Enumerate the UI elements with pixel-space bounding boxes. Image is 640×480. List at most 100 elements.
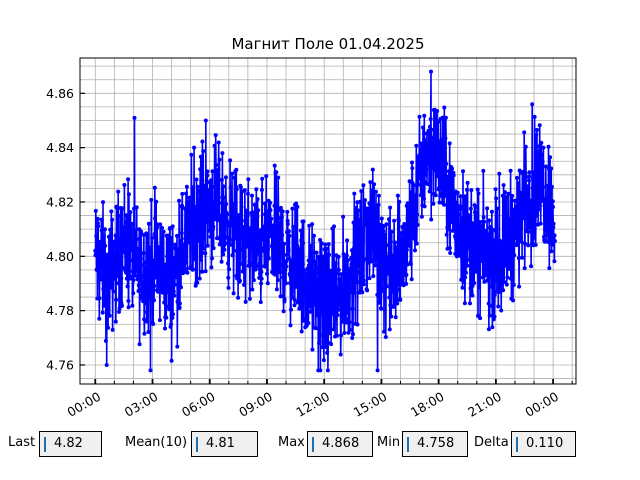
data-point	[338, 352, 343, 357]
data-point	[393, 315, 398, 320]
data-point	[94, 234, 99, 239]
data-point	[448, 185, 453, 190]
data-point	[219, 259, 224, 264]
data-point	[361, 278, 366, 283]
data-point	[490, 325, 495, 330]
data-point	[473, 204, 478, 209]
data-point	[544, 201, 549, 206]
data-point	[501, 288, 506, 293]
data-point	[544, 197, 549, 202]
data-point	[421, 125, 425, 130]
data-point	[532, 235, 537, 240]
data-point	[162, 275, 167, 279]
data-point	[152, 232, 157, 237]
data-point	[403, 234, 408, 239]
data-point	[407, 179, 412, 184]
data-point	[241, 226, 246, 231]
data-point	[461, 217, 466, 221]
data-point	[240, 247, 245, 252]
data-point	[242, 188, 247, 193]
data-point	[174, 250, 179, 255]
data-point	[171, 312, 175, 317]
data-point	[537, 144, 542, 149]
data-point	[370, 167, 375, 172]
data-point	[183, 236, 188, 241]
x-tick-label: 00:00	[65, 389, 104, 420]
data-point	[422, 204, 427, 209]
data-point	[259, 281, 264, 286]
data-point	[466, 244, 471, 249]
data-point	[478, 252, 483, 257]
data-point	[406, 243, 411, 248]
data-point	[456, 245, 461, 249]
data-point	[157, 318, 162, 323]
data-point	[381, 240, 386, 245]
data-point	[549, 249, 554, 254]
data-point	[195, 280, 200, 285]
data-point	[504, 282, 509, 287]
data-point	[341, 214, 346, 219]
data-point	[227, 267, 232, 272]
data-point	[447, 215, 452, 220]
data-point	[552, 233, 557, 238]
data-point	[321, 340, 326, 345]
data-point	[377, 300, 382, 305]
data-point	[549, 166, 554, 171]
data-point	[378, 243, 383, 248]
data-point	[345, 258, 350, 263]
data-point	[226, 285, 231, 290]
data-point	[519, 239, 524, 244]
data-point	[103, 270, 108, 275]
data-point	[173, 266, 178, 271]
data-point	[341, 309, 346, 314]
data-point	[222, 222, 227, 227]
data-point	[247, 296, 252, 301]
data-point	[329, 342, 334, 347]
data-point	[246, 177, 251, 182]
data-point	[299, 238, 304, 243]
data-point	[130, 222, 135, 227]
data-point	[367, 219, 371, 224]
data-point	[432, 165, 437, 170]
data-point	[284, 259, 289, 264]
data-point	[497, 290, 502, 294]
data-point	[300, 262, 305, 267]
data-point	[425, 162, 430, 167]
data-point	[348, 287, 353, 292]
data-point	[316, 278, 320, 283]
data-point	[169, 322, 174, 327]
data-point	[335, 297, 340, 302]
data-point	[112, 250, 116, 255]
max-value: 4.868	[322, 436, 360, 451]
data-point	[509, 241, 514, 246]
data-point	[179, 262, 184, 267]
data-point	[454, 226, 459, 231]
data-point	[133, 228, 138, 233]
data-point	[368, 180, 373, 185]
data-point	[221, 252, 226, 257]
data-point	[124, 276, 129, 281]
data-point	[210, 256, 214, 261]
data-point	[404, 272, 409, 277]
data-point	[400, 277, 405, 282]
data-point	[287, 233, 292, 238]
y-tick-label: 4.76	[46, 357, 74, 372]
data-point	[108, 227, 113, 232]
data-point	[169, 358, 174, 363]
data-point	[307, 223, 312, 228]
data-point	[167, 251, 172, 256]
data-point	[480, 246, 485, 251]
data-point	[188, 264, 193, 269]
data-point	[392, 255, 397, 260]
data-point	[360, 269, 365, 274]
text-cursor-icon	[407, 437, 409, 452]
data-point	[198, 191, 203, 196]
data-point	[183, 267, 188, 272]
data-point	[115, 250, 120, 255]
data-point	[302, 275, 307, 280]
data-point	[527, 170, 532, 175]
data-point	[482, 219, 487, 224]
data-point	[149, 273, 154, 278]
data-point	[329, 304, 334, 309]
data-point	[265, 271, 269, 276]
